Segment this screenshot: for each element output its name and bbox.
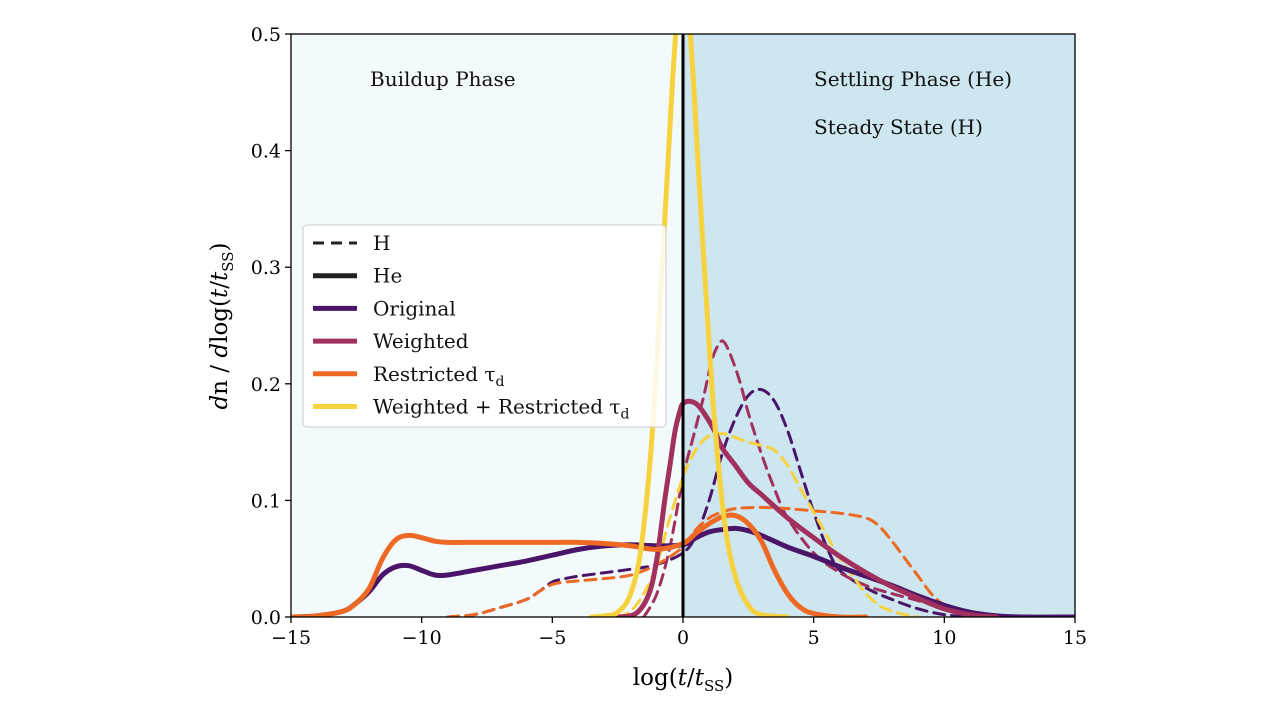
y-axis: 0.0 0.1 0.2 0.3 0.4 0.5 (251, 24, 291, 629)
legend-label-weighted-restricted: Weighted + Restricted τd (373, 395, 629, 423)
y-tick-label: 0.1 (251, 490, 281, 512)
series-original-h (446, 387, 972, 617)
y-tick-label: 0.4 (251, 141, 281, 163)
region-label-settling: Settling Phase (He) (814, 67, 1012, 91)
legend-label-h: H (373, 231, 390, 255)
x-tick-label: −5 (538, 627, 566, 649)
x-tick-label: 5 (808, 627, 820, 649)
region-1 (683, 34, 1075, 617)
legend-box (302, 224, 667, 428)
region-label-steady: Steady State (H) (814, 115, 983, 139)
y-tick-label: 0.3 (251, 257, 281, 279)
series-restricted-h (446, 505, 986, 617)
legend-label-he: He (373, 264, 402, 288)
x-tick-label: 0 (677, 627, 689, 649)
legend-label-original: Original (373, 296, 456, 320)
x-axis-label: log(t/tSS) (633, 665, 733, 695)
x-tick-label: 15 (1063, 627, 1087, 649)
y-axis-label: dn / dlog(t/tSS) (207, 242, 237, 409)
y-tick-label: 0.5 (251, 24, 281, 46)
legend-label-restricted: Restricted τd (373, 362, 504, 390)
x-axis: −15 −10 −5 0 5 10 15 (271, 617, 1087, 649)
series-weighted-restricted-h (616, 431, 920, 617)
y-tick-label: 0.2 (251, 374, 281, 396)
legend-label-weighted: Weighted (373, 329, 469, 353)
y-tick-label: 0.0 (251, 607, 281, 629)
legend: H He Original Weighted Restricted τd Weighted… (302, 224, 667, 428)
x-tick-label: −15 (271, 627, 311, 649)
series-lines (291, 34, 1075, 617)
x-tick-label: 10 (932, 627, 956, 649)
series-weighted-restricted-he (589, 34, 791, 617)
region-label-buildup: Buildup Phase (370, 67, 516, 91)
series-restricted-he (291, 512, 869, 617)
series-weighted-h (642, 339, 972, 617)
x-tick-label: −10 (402, 627, 442, 649)
